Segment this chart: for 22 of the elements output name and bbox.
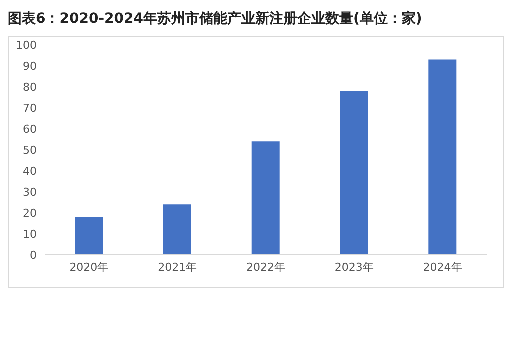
y-tick-label: 10 xyxy=(23,228,37,241)
bar xyxy=(252,142,280,255)
y-tick-label: 20 xyxy=(23,206,37,220)
y-tick-label: 0 xyxy=(30,248,37,262)
y-tick-label: 100 xyxy=(16,38,37,52)
y-tick-label: 50 xyxy=(23,144,37,157)
y-tick-label: 30 xyxy=(23,186,37,199)
y-tick-label: 40 xyxy=(23,164,37,178)
y-tick-label: 70 xyxy=(23,102,37,115)
bar xyxy=(428,60,457,255)
bar xyxy=(163,204,192,255)
x-tick-label: 2024年 xyxy=(423,260,462,274)
bar xyxy=(75,217,104,255)
y-tick-label: 90 xyxy=(23,60,37,73)
x-tick-label: 2023年 xyxy=(334,260,374,274)
bar xyxy=(340,91,368,255)
x-tick-label: 2021年 xyxy=(158,260,198,274)
x-tick-label: 2020年 xyxy=(70,260,109,274)
y-tick-label: 60 xyxy=(23,122,37,136)
chart-title: 图表6：2020-2024年苏州市储能产业新注册企业数量(单位：家) xyxy=(8,10,424,29)
x-tick-label: 2022年 xyxy=(246,260,286,274)
y-tick-label: 80 xyxy=(23,80,37,94)
